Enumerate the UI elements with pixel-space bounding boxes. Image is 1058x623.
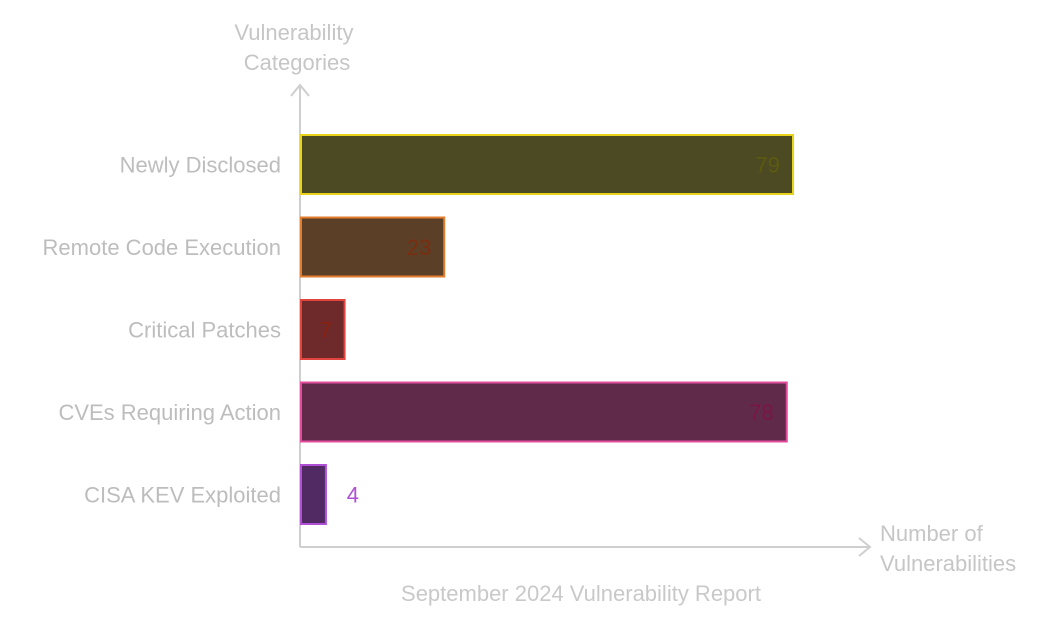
bar [300, 381, 788, 443]
x-axis-title: Number of Vulnerabilities [880, 521, 1016, 576]
x-axis-title-line-2: Vulnerabilities [880, 551, 1016, 576]
bar [300, 216, 446, 278]
value-label: 7 [320, 318, 332, 343]
value-label: 78 [749, 400, 773, 425]
x-axis [300, 537, 872, 557]
y-axis-title-line-2: Categories [244, 50, 350, 75]
value-label: 23 [407, 235, 431, 260]
bar [300, 299, 346, 360]
category-label: CVEs Requiring Action [58, 400, 281, 425]
category-label: CISA KEV Exploited [84, 483, 281, 508]
bar-series: Newly Disclosed 79 Remote Code Execution 23… [43, 134, 794, 525]
y-axis-title-line-1: Vulnerability [234, 20, 353, 45]
bar [300, 134, 794, 195]
chart-caption: September 2024 Vulnerability Report [401, 581, 761, 606]
x-axis-arrow-icon [858, 537, 872, 557]
value-label: 79 [756, 153, 780, 178]
y-axis-title: Vulnerability Categories [234, 20, 359, 75]
category-label: Newly Disclosed [120, 153, 281, 178]
bar [300, 464, 327, 525]
category-label: Critical Patches [128, 318, 281, 343]
value-label: 4 [347, 483, 359, 508]
category-label: Remote Code Execution [43, 235, 281, 260]
y-axis-arrow-icon [290, 83, 310, 97]
x-axis-title-line-1: Number of [880, 521, 984, 546]
